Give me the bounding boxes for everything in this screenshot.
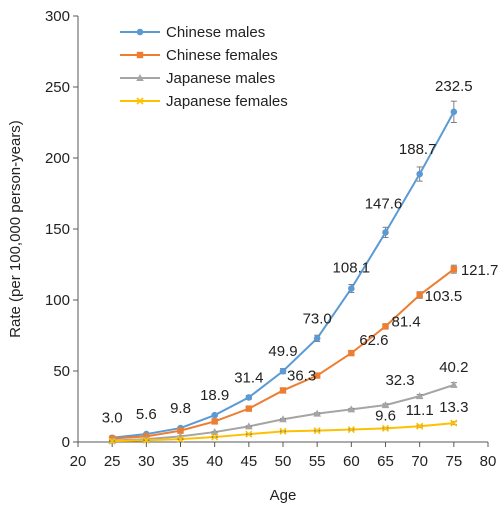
data-point	[136, 97, 144, 105]
data-point	[313, 409, 321, 417]
x-tick-label: 25	[104, 453, 121, 470]
data-label: 5.6	[136, 406, 157, 423]
x-tick-label: 35	[172, 453, 189, 470]
x-axis-title: Age	[270, 487, 297, 504]
data-point	[416, 170, 423, 178]
data-point	[211, 418, 218, 425]
y-axis-title: Rate (per 100,000 person-years)	[7, 120, 24, 338]
legend-item: Chinese females	[120, 47, 278, 64]
y-tick-label: 150	[45, 221, 70, 238]
data-point	[211, 433, 219, 441]
data-label: 81.4	[392, 313, 421, 330]
data-label: 18.9	[200, 387, 229, 404]
data-label: 32.3	[385, 372, 414, 389]
data-label: 36.3	[287, 367, 316, 384]
data-point	[176, 435, 185, 443]
data-label: 121.7	[461, 262, 499, 279]
data-label: 9.8	[170, 400, 191, 417]
series-chinese-males	[108, 100, 458, 442]
x-tick-label: 80	[480, 453, 497, 470]
data-point	[348, 349, 355, 357]
data-point	[211, 411, 218, 419]
x-tick-label: 30	[138, 453, 155, 470]
data-label: 103.5	[425, 288, 463, 305]
data-point	[416, 422, 424, 430]
data-point	[382, 323, 389, 330]
series-chinese-females	[108, 264, 458, 442]
data-point	[279, 387, 287, 394]
data-point	[416, 291, 423, 299]
data-point	[245, 405, 253, 412]
data-label: 9.6	[375, 407, 396, 424]
y-tick-label: 100	[45, 292, 70, 309]
x-tick-label: 55	[309, 453, 326, 470]
data-point	[279, 367, 287, 375]
x-tick-label: 45	[240, 453, 257, 470]
legend-label: Chinese males	[166, 24, 265, 41]
data-point	[279, 415, 287, 423]
data-point	[415, 392, 424, 400]
axes: 0 50 100 150 200 250 300 20 25 30 35 40 45 50 55 60 65 70…	[45, 8, 496, 470]
data-point	[245, 422, 253, 430]
x-tick-label: 40	[206, 453, 223, 470]
data-point	[313, 427, 321, 435]
x-tick-label: 60	[343, 453, 360, 470]
data-point	[177, 427, 184, 434]
data-point	[279, 427, 287, 435]
data-point	[142, 436, 150, 444]
data-point	[108, 437, 116, 445]
data-point	[382, 229, 389, 236]
x-tick-label: 70	[411, 453, 428, 470]
data-label: 62.6	[359, 332, 388, 349]
x-tick-label: 65	[377, 453, 394, 470]
series-layer	[108, 100, 458, 445]
data-label: 188.7	[399, 141, 437, 158]
y-tick-label: 250	[45, 79, 70, 96]
legend-item: Chinese males	[120, 24, 265, 41]
data-label: 232.5	[435, 78, 473, 95]
x-tick-label: 50	[275, 453, 292, 470]
data-label: 3.0	[102, 410, 123, 427]
data-point	[136, 51, 144, 59]
legend-item: Japanese males	[120, 70, 275, 87]
data-point	[450, 380, 458, 388]
y-tick-label: 300	[45, 8, 70, 25]
legend: Chinese males Chinese females Japanese mal…	[120, 24, 288, 110]
data-label: 108.1	[333, 259, 371, 276]
data-labels: 3.0 5.6 9.8 18.9 31.4 49.9 73.0 108.1 147.6 188.7…	[102, 78, 499, 427]
data-point	[210, 428, 219, 436]
data-point	[313, 335, 321, 342]
data-point	[450, 265, 458, 273]
y-tick-label: 50	[53, 363, 70, 380]
data-point	[347, 405, 356, 413]
data-label: 40.2	[439, 359, 468, 376]
data-point	[347, 425, 355, 434]
data-point	[245, 430, 253, 438]
data-point	[245, 394, 253, 401]
data-label: 11.1	[406, 402, 434, 419]
data-point	[348, 285, 355, 292]
data-label: 31.4	[234, 369, 263, 386]
data-point	[381, 424, 390, 432]
data-point	[381, 401, 390, 409]
data-label: 13.3	[439, 399, 468, 416]
y-tick-label: 200	[45, 150, 70, 167]
legend-item: Japanese females	[120, 93, 288, 110]
data-point	[450, 108, 458, 116]
x-tick-label: 20	[70, 453, 87, 470]
data-point	[136, 74, 144, 81]
legend-label: Japanese females	[166, 93, 288, 110]
series-japanese-females	[108, 419, 458, 445]
legend-label: Japanese males	[166, 70, 275, 87]
y-tick-label: 0	[62, 434, 70, 451]
data-label: 73.0	[303, 310, 332, 327]
x-tick-label: 75	[445, 453, 462, 470]
data-point	[313, 372, 321, 379]
data-point	[136, 28, 144, 36]
legend-label: Chinese females	[166, 47, 278, 64]
data-point	[450, 419, 458, 427]
data-label: 49.9	[268, 343, 297, 360]
data-label: 147.6	[365, 195, 403, 212]
